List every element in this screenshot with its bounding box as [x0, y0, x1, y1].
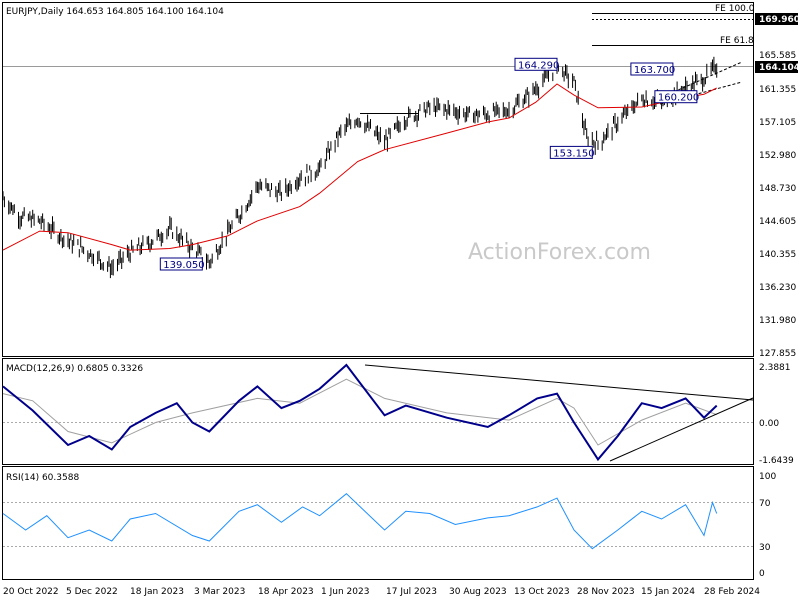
annotation-box — [159, 257, 203, 271]
macd-tick-bottom: -1.6439 — [759, 456, 794, 466]
price-annotations: 164.290 163.700 160.200 153.150 139.050 — [159, 57, 699, 271]
date-tick-3: 3 Mar 2023 — [194, 587, 245, 597]
price-tick-136230: 136.230 — [759, 283, 796, 293]
channel-lower-line — [659, 81, 743, 105]
macd-panel-title: MACD(12,26,9) 0.6805 0.3326 — [6, 364, 143, 374]
price-panel-title: EURJPY,Daily 164.653 164.805 164.100 164… — [6, 7, 224, 17]
date-tick-11: 28 Feb 2024 — [704, 587, 760, 597]
date-tick-1: 5 Dec 2022 — [66, 587, 118, 597]
date-tick-8: 13 Oct 2023 — [514, 587, 570, 597]
price-panel-frame — [2, 2, 754, 357]
annotation-label: 153.150 — [553, 148, 594, 159]
annotation-box — [549, 145, 593, 159]
annotation-box — [630, 62, 674, 76]
fe-100-label: FE 100.0 — [715, 4, 755, 14]
level-tag-bg — [755, 13, 798, 25]
annotation-label: 163.700 — [634, 65, 675, 76]
date-tick-6: 17 Jul 2023 — [386, 587, 437, 597]
price-tick-152980: 152.980 — [759, 151, 796, 161]
macd-panel-frame — [2, 358, 754, 465]
annotation-box — [514, 57, 558, 71]
date-tick-2: 18 Jan 2023 — [130, 587, 184, 597]
annotation-label: 164.290 — [518, 60, 559, 71]
price-tick-131980: 131.980 — [759, 316, 796, 326]
rsi-line — [2, 493, 718, 550]
rsi-tick-0: 0 — [759, 569, 765, 579]
date-tick-10: 15 Jan 2024 — [641, 587, 695, 597]
last-price-tag: 164.104 — [759, 63, 800, 73]
macd-tick-top: 2.3881 — [759, 363, 791, 373]
date-tick-5: 1 Jun 2023 — [321, 587, 369, 597]
date-tick-7: 30 Aug 2023 — [449, 587, 507, 597]
price-tick-144605: 144.605 — [759, 217, 796, 227]
price-tick-161355: 161.355 — [759, 85, 796, 95]
price-bars — [2, 56, 718, 279]
macd-line — [2, 363, 718, 462]
macd-descending-trendline — [364, 364, 754, 401]
rsi-tick-70: 70 — [759, 499, 771, 509]
price-tick-157105: 157.105 — [759, 118, 796, 128]
fe-618-label: FE 61.8 — [720, 36, 754, 46]
date-tick-4: 18 Apr 2023 — [258, 587, 314, 597]
level-tag-169960: 169.960 — [759, 15, 800, 25]
price-tick-165585: 165.585 — [759, 51, 796, 61]
annotation-box — [654, 90, 698, 104]
rsi-tick-100: 100 — [759, 472, 776, 482]
macd-tick-zero: 0.00 — [759, 419, 779, 429]
price-tick-140355: 140.355 — [759, 250, 796, 260]
price-tick-148730: 148.730 — [759, 184, 796, 194]
rsi-panel-frame — [2, 466, 754, 580]
last-price-tag-bg — [755, 61, 798, 73]
watermark: ActionForex.com — [468, 240, 651, 265]
annotation-label: 160.200 — [658, 93, 699, 104]
rsi-panel-title: RSI(14) 60.3588 — [6, 473, 79, 483]
rsi-tick-30: 30 — [759, 543, 771, 553]
date-tick-0: 20 Oct 2022 — [3, 587, 59, 597]
annotation-label: 139.050 — [163, 260, 204, 271]
moving-average-line — [2, 83, 717, 251]
macd-rising-trendline — [609, 397, 754, 462]
date-tick-9: 28 Nov 2023 — [577, 587, 635, 597]
date-axis: 20 Oct 2022 5 Dec 2022 18 Jan 2023 3 Mar… — [3, 587, 760, 597]
price-tick-127855: 127.855 — [759, 349, 796, 359]
